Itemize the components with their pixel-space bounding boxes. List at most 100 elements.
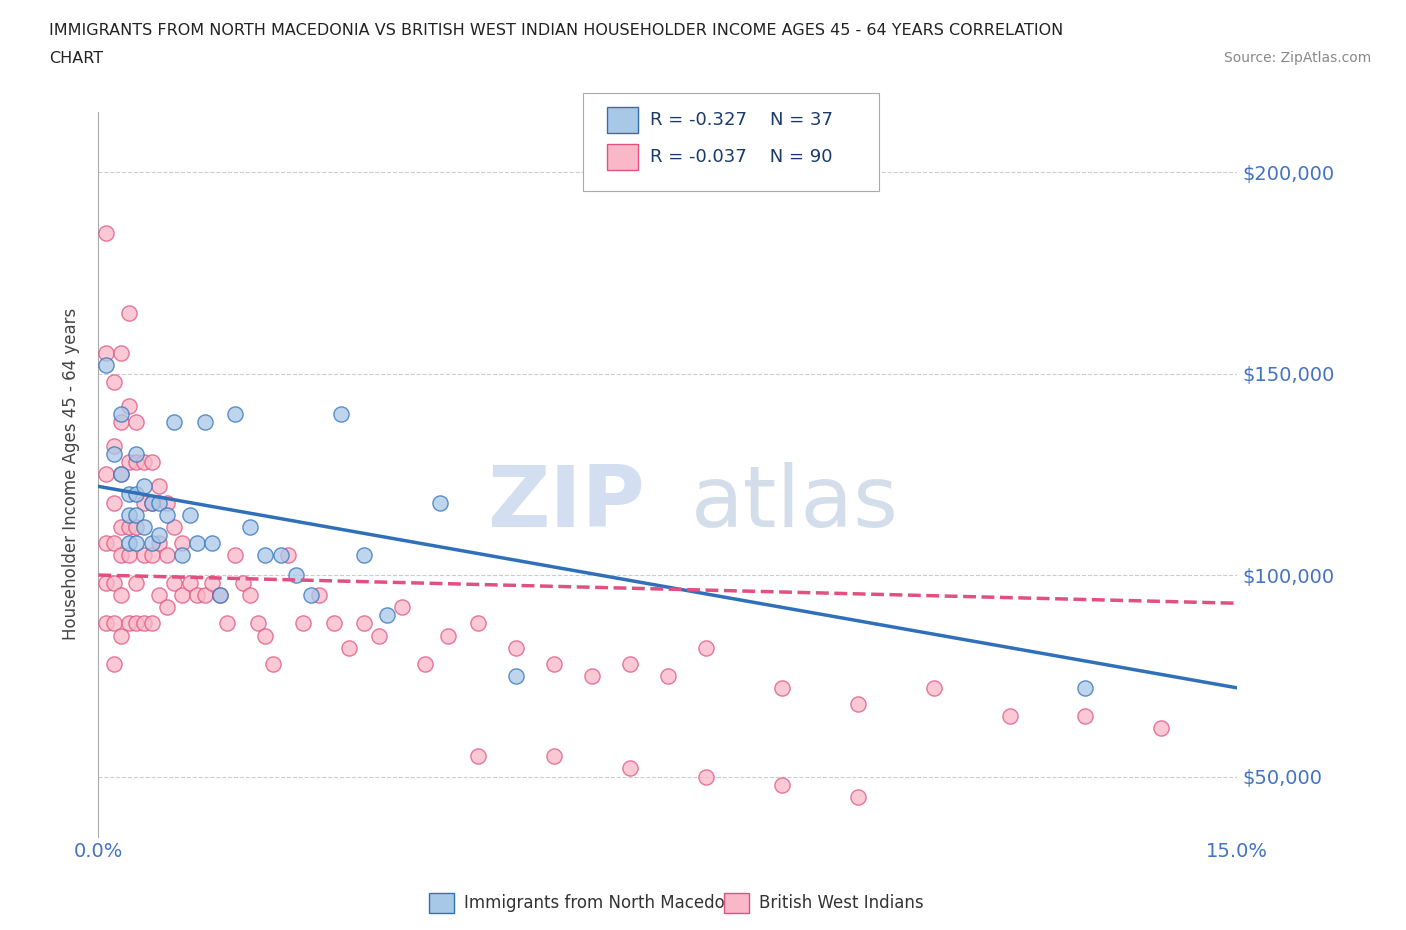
Point	[148, 495, 170, 510]
Point	[254, 628, 277, 643]
Point	[118, 507, 141, 522]
Point	[148, 527, 170, 542]
Text: R = -0.327    N = 37: R = -0.327 N = 37	[650, 111, 832, 129]
Point	[110, 548, 132, 563]
Point	[543, 657, 565, 671]
Point	[246, 616, 269, 631]
Point	[125, 455, 148, 470]
Point	[132, 616, 155, 631]
Point	[103, 495, 125, 510]
Point	[148, 479, 170, 494]
Point	[224, 406, 246, 421]
Point	[322, 616, 344, 631]
Point	[103, 446, 125, 461]
Point	[118, 487, 141, 502]
Point	[118, 455, 141, 470]
Point	[94, 358, 117, 373]
Text: atlas: atlas	[690, 462, 898, 545]
Point	[353, 548, 375, 563]
Point	[186, 536, 208, 551]
Point	[239, 588, 262, 603]
Point	[337, 640, 360, 655]
Point	[201, 576, 224, 591]
Point	[132, 479, 155, 494]
Text: CHART: CHART	[49, 51, 103, 66]
Point	[132, 519, 155, 534]
Text: Immigrants from North Macedonia: Immigrants from North Macedonia	[464, 894, 749, 912]
Point	[436, 628, 458, 643]
Point	[922, 681, 945, 696]
Point	[103, 439, 125, 454]
Point	[148, 536, 170, 551]
Point	[163, 415, 186, 430]
Point	[262, 657, 284, 671]
Point	[194, 588, 217, 603]
Point	[619, 761, 641, 776]
Point	[141, 495, 163, 510]
Text: ZIP: ZIP	[488, 462, 645, 545]
Point	[110, 628, 132, 643]
Point	[156, 507, 179, 522]
Point	[141, 455, 163, 470]
Point	[110, 346, 132, 361]
Point	[94, 616, 117, 631]
Point	[695, 769, 717, 784]
Point	[125, 616, 148, 631]
Point	[770, 681, 793, 696]
Point	[846, 790, 869, 804]
Point	[194, 415, 217, 430]
Point	[163, 576, 186, 591]
Point	[270, 548, 292, 563]
Point	[581, 669, 603, 684]
Point	[467, 749, 489, 764]
Point	[695, 640, 717, 655]
Point	[368, 628, 391, 643]
Point	[179, 507, 201, 522]
Point	[103, 657, 125, 671]
Point	[94, 576, 117, 591]
Point	[125, 487, 148, 502]
Point	[94, 536, 117, 551]
Point	[505, 640, 527, 655]
Point	[125, 519, 148, 534]
Point	[770, 777, 793, 792]
Point	[118, 519, 141, 534]
Point	[94, 467, 117, 482]
Point	[998, 709, 1021, 724]
Point	[94, 225, 117, 240]
Point	[110, 467, 132, 482]
Point	[110, 415, 132, 430]
Point	[170, 588, 193, 603]
Point	[330, 406, 353, 421]
Text: IMMIGRANTS FROM NORTH MACEDONIA VS BRITISH WEST INDIAN HOUSEHOLDER INCOME AGES 4: IMMIGRANTS FROM NORTH MACEDONIA VS BRITI…	[49, 23, 1063, 38]
Point	[170, 548, 193, 563]
Point	[308, 588, 330, 603]
Point	[543, 749, 565, 764]
Point	[179, 576, 201, 591]
Point	[846, 697, 869, 711]
Point	[141, 548, 163, 563]
Text: British West Indians: British West Indians	[759, 894, 924, 912]
Point	[103, 374, 125, 389]
Point	[208, 588, 231, 603]
Point	[1074, 681, 1097, 696]
Point	[103, 576, 125, 591]
Point	[148, 588, 170, 603]
Point	[201, 536, 224, 551]
Y-axis label: Householder Income Ages 45 - 64 years: Householder Income Ages 45 - 64 years	[62, 308, 80, 641]
Point	[132, 548, 155, 563]
Point	[103, 616, 125, 631]
Point	[170, 536, 193, 551]
Point	[224, 548, 246, 563]
Point	[156, 600, 179, 615]
Point	[94, 346, 117, 361]
Point	[141, 495, 163, 510]
Point	[118, 306, 141, 321]
Point	[141, 616, 163, 631]
Point	[619, 657, 641, 671]
Point	[125, 576, 148, 591]
Point	[657, 669, 679, 684]
Point	[141, 536, 163, 551]
Text: Source: ZipAtlas.com: Source: ZipAtlas.com	[1223, 51, 1371, 65]
Point	[125, 446, 148, 461]
